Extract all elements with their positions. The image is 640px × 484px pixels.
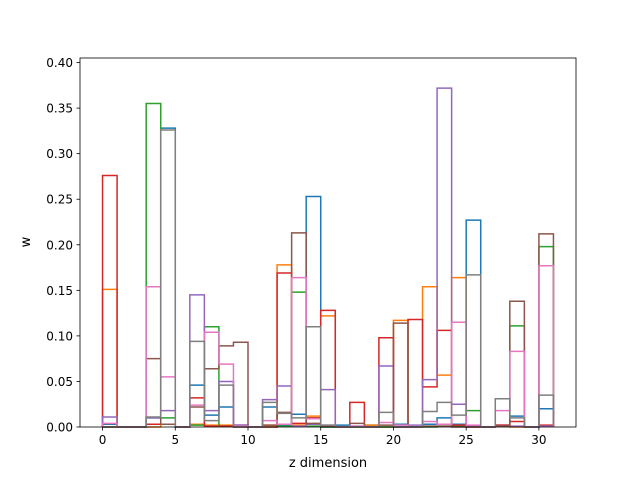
- x-tick-label: 15: [313, 433, 328, 447]
- y-tick-label: 0.40: [46, 56, 73, 70]
- x-tick-label: 25: [459, 433, 474, 447]
- x-tick-label: 30: [531, 433, 546, 447]
- y-tick-label: 0.35: [46, 102, 73, 116]
- y-tick-label: 0.15: [46, 284, 73, 298]
- y-tick-label: 0.05: [46, 375, 73, 389]
- y-tick-label: 0.25: [46, 193, 73, 207]
- y-axis-label: w: [19, 236, 34, 247]
- y-ticks: 0.00 0.05 0.10 0.15 0.20 0.25 0.30 0.35 0.40: [46, 56, 80, 435]
- x-tick-label: 0: [99, 433, 107, 447]
- y-tick-label: 0.20: [46, 238, 73, 252]
- axes-frame: [79, 57, 577, 428]
- y-tick-label: 0.00: [46, 421, 73, 435]
- x-tick-label: 5: [171, 433, 179, 447]
- y-tick-label: 0.30: [46, 147, 73, 161]
- x-axis-label: z dimension: [289, 456, 367, 471]
- x-tick-label: 10: [240, 433, 255, 447]
- x-tick-label: 20: [386, 433, 401, 447]
- x-ticks: 0 5 10 15 20 25 30: [99, 427, 547, 447]
- y-tick-label: 0.10: [46, 329, 73, 343]
